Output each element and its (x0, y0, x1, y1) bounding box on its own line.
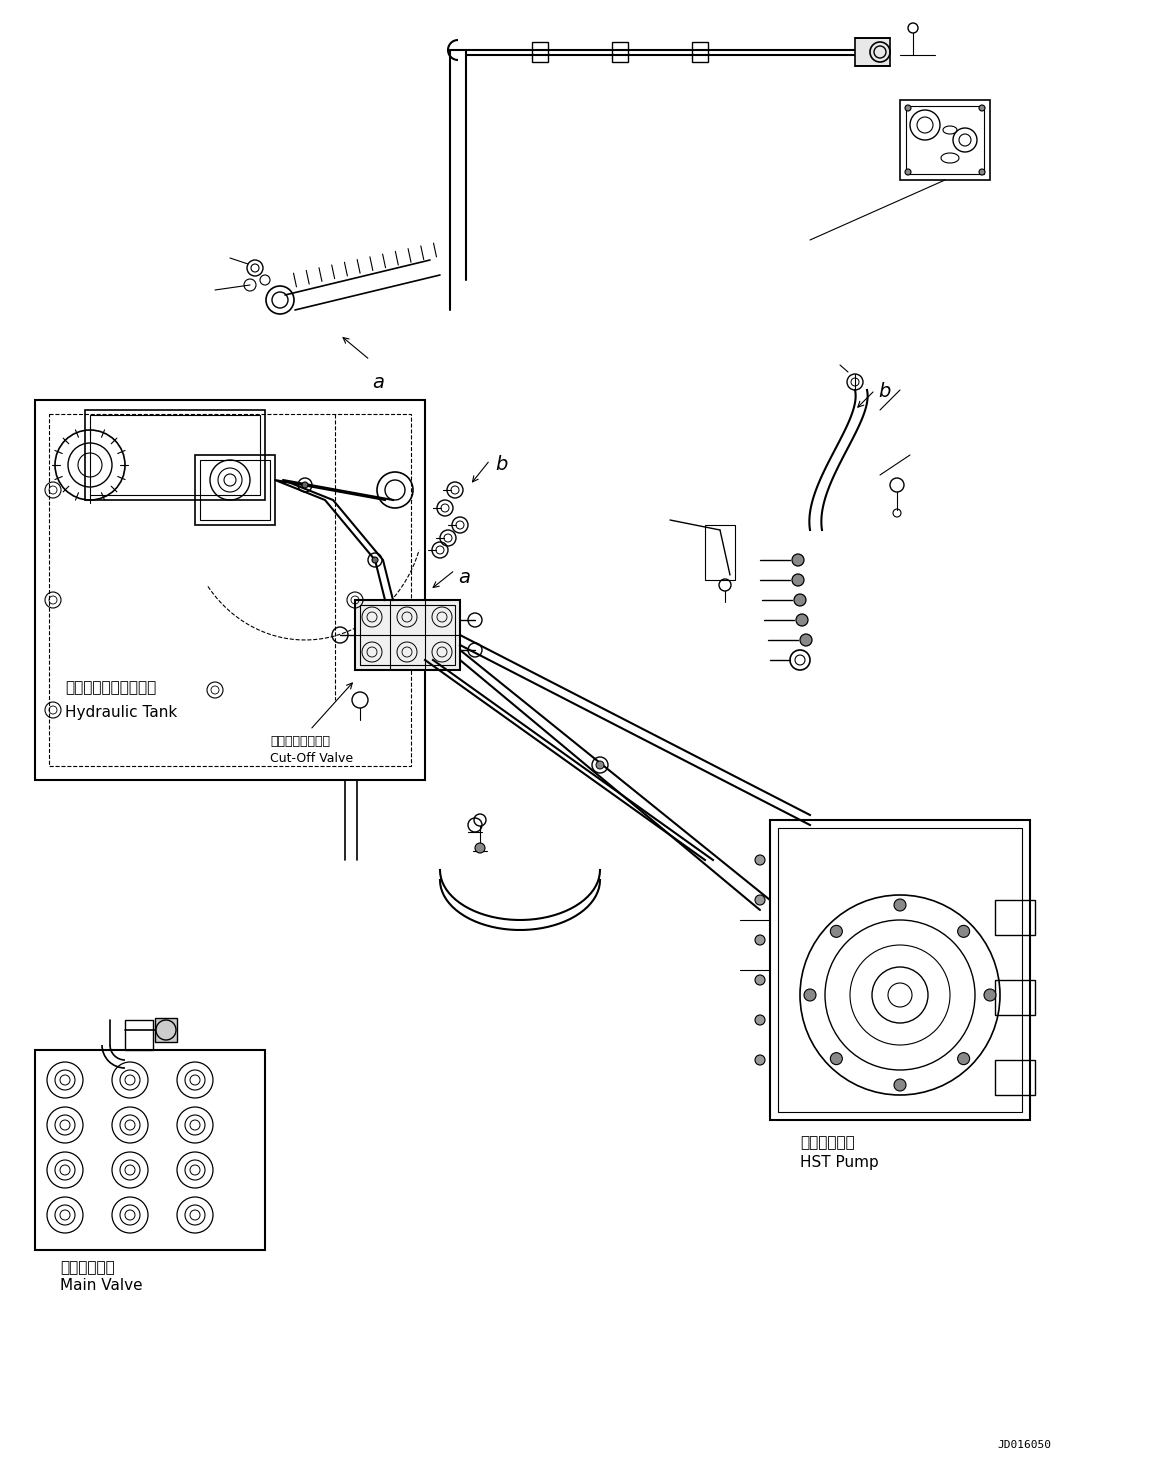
Circle shape (894, 1079, 906, 1091)
Text: カットオフバルブ: カットオフバルブ (270, 735, 330, 748)
Bar (90, 416, 259, 496)
Circle shape (800, 634, 812, 646)
Circle shape (755, 935, 764, 945)
Circle shape (792, 554, 804, 566)
Bar (692, 42, 708, 63)
Text: ＨＳＴポンプ: ＨＳＴポンプ (800, 1134, 854, 1150)
Text: JD016050: JD016050 (997, 1441, 1052, 1451)
Bar (900, 101, 990, 179)
Bar (360, 605, 455, 665)
Text: Cut-Off Valve: Cut-Off Valve (270, 752, 353, 765)
Bar (906, 106, 984, 174)
Bar (995, 900, 1035, 935)
Circle shape (979, 105, 985, 111)
Bar (35, 1050, 265, 1250)
Bar (995, 1060, 1035, 1095)
Bar (704, 525, 734, 580)
Circle shape (794, 593, 806, 607)
Text: Main Valve: Main Valve (60, 1279, 143, 1293)
Bar (355, 601, 460, 671)
Circle shape (372, 557, 378, 563)
Circle shape (755, 975, 764, 986)
Bar (155, 1018, 178, 1042)
Circle shape (905, 169, 911, 175)
Bar (85, 410, 265, 500)
Text: a: a (372, 373, 384, 392)
Circle shape (596, 761, 604, 768)
Text: HST Pump: HST Pump (800, 1155, 879, 1169)
Bar (770, 819, 1030, 1120)
Bar (125, 1021, 153, 1050)
Circle shape (905, 105, 911, 111)
Circle shape (475, 843, 485, 853)
Text: a: a (458, 569, 470, 588)
Circle shape (984, 989, 996, 1002)
Circle shape (796, 614, 808, 625)
Circle shape (830, 926, 843, 937)
Bar (778, 828, 1022, 1112)
Circle shape (979, 169, 985, 175)
Bar (995, 980, 1035, 1015)
Circle shape (755, 895, 764, 905)
Bar (856, 38, 890, 66)
Circle shape (755, 854, 764, 865)
Text: ハイドロリックタンク: ハイドロリックタンク (65, 679, 157, 695)
Bar (532, 42, 548, 63)
Text: b: b (877, 382, 890, 401)
Text: Hydraulic Tank: Hydraulic Tank (65, 706, 178, 720)
Bar (48, 414, 410, 765)
Circle shape (958, 1053, 970, 1064)
Circle shape (804, 989, 816, 1002)
Circle shape (792, 574, 804, 586)
Circle shape (755, 1056, 764, 1064)
Circle shape (894, 900, 906, 911)
Circle shape (302, 483, 308, 488)
Bar (612, 42, 628, 63)
Bar (195, 455, 276, 525)
Text: b: b (495, 455, 507, 474)
Bar (199, 461, 270, 521)
Circle shape (755, 1015, 764, 1025)
Circle shape (830, 1053, 843, 1064)
Circle shape (958, 926, 970, 937)
Bar (35, 399, 425, 780)
Text: メインバルブ: メインバルブ (60, 1260, 115, 1274)
